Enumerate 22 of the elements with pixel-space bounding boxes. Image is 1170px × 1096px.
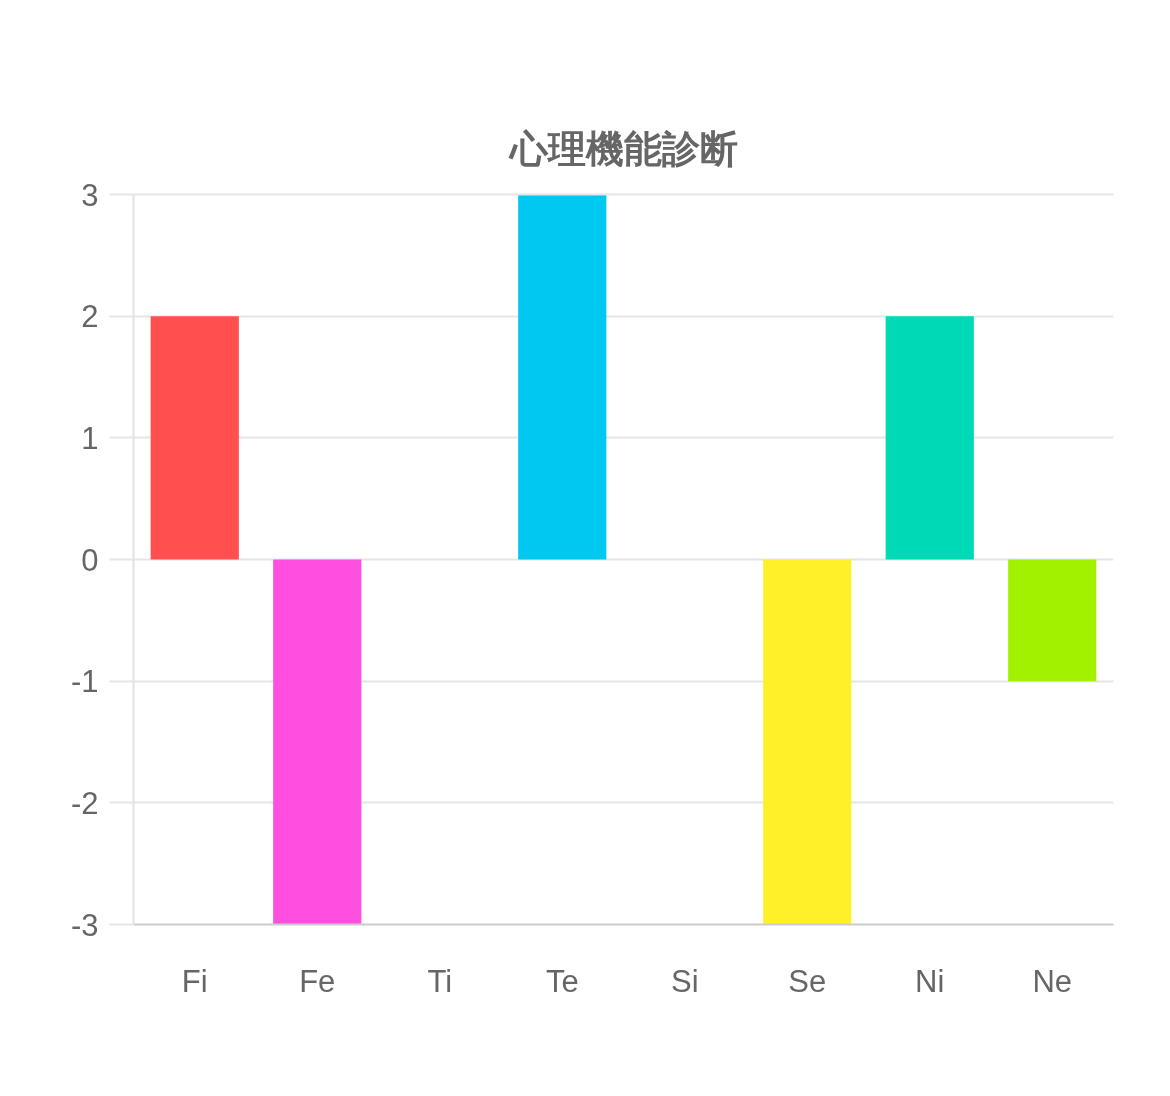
- x-tick-label: Ne: [1032, 963, 1073, 999]
- bar: [763, 559, 852, 925]
- bar: [1008, 559, 1097, 682]
- bar: [885, 316, 974, 560]
- x-tick-label: Te: [545, 963, 579, 999]
- bar: [150, 316, 239, 560]
- x-tick-label: Se: [788, 963, 827, 999]
- bar: [273, 559, 362, 925]
- x-tick-label: Ni: [915, 963, 945, 999]
- y-tick-label: 3: [81, 177, 99, 213]
- bar: [518, 194, 607, 560]
- chart-title: 心理機能診断: [507, 127, 738, 171]
- y-tick-label: 2: [81, 299, 99, 335]
- x-tick-label: Ti: [427, 963, 453, 999]
- y-tick-label: 0: [81, 542, 99, 578]
- y-tick-label: -3: [70, 907, 99, 943]
- y-tick-label: -2: [70, 785, 99, 821]
- x-tick-label: Fe: [299, 963, 336, 999]
- x-tick-label: Fi: [181, 963, 208, 999]
- y-tick-label: 1: [81, 420, 99, 456]
- x-tick-label: Si: [670, 963, 699, 999]
- y-tick-label: -1: [70, 664, 99, 700]
